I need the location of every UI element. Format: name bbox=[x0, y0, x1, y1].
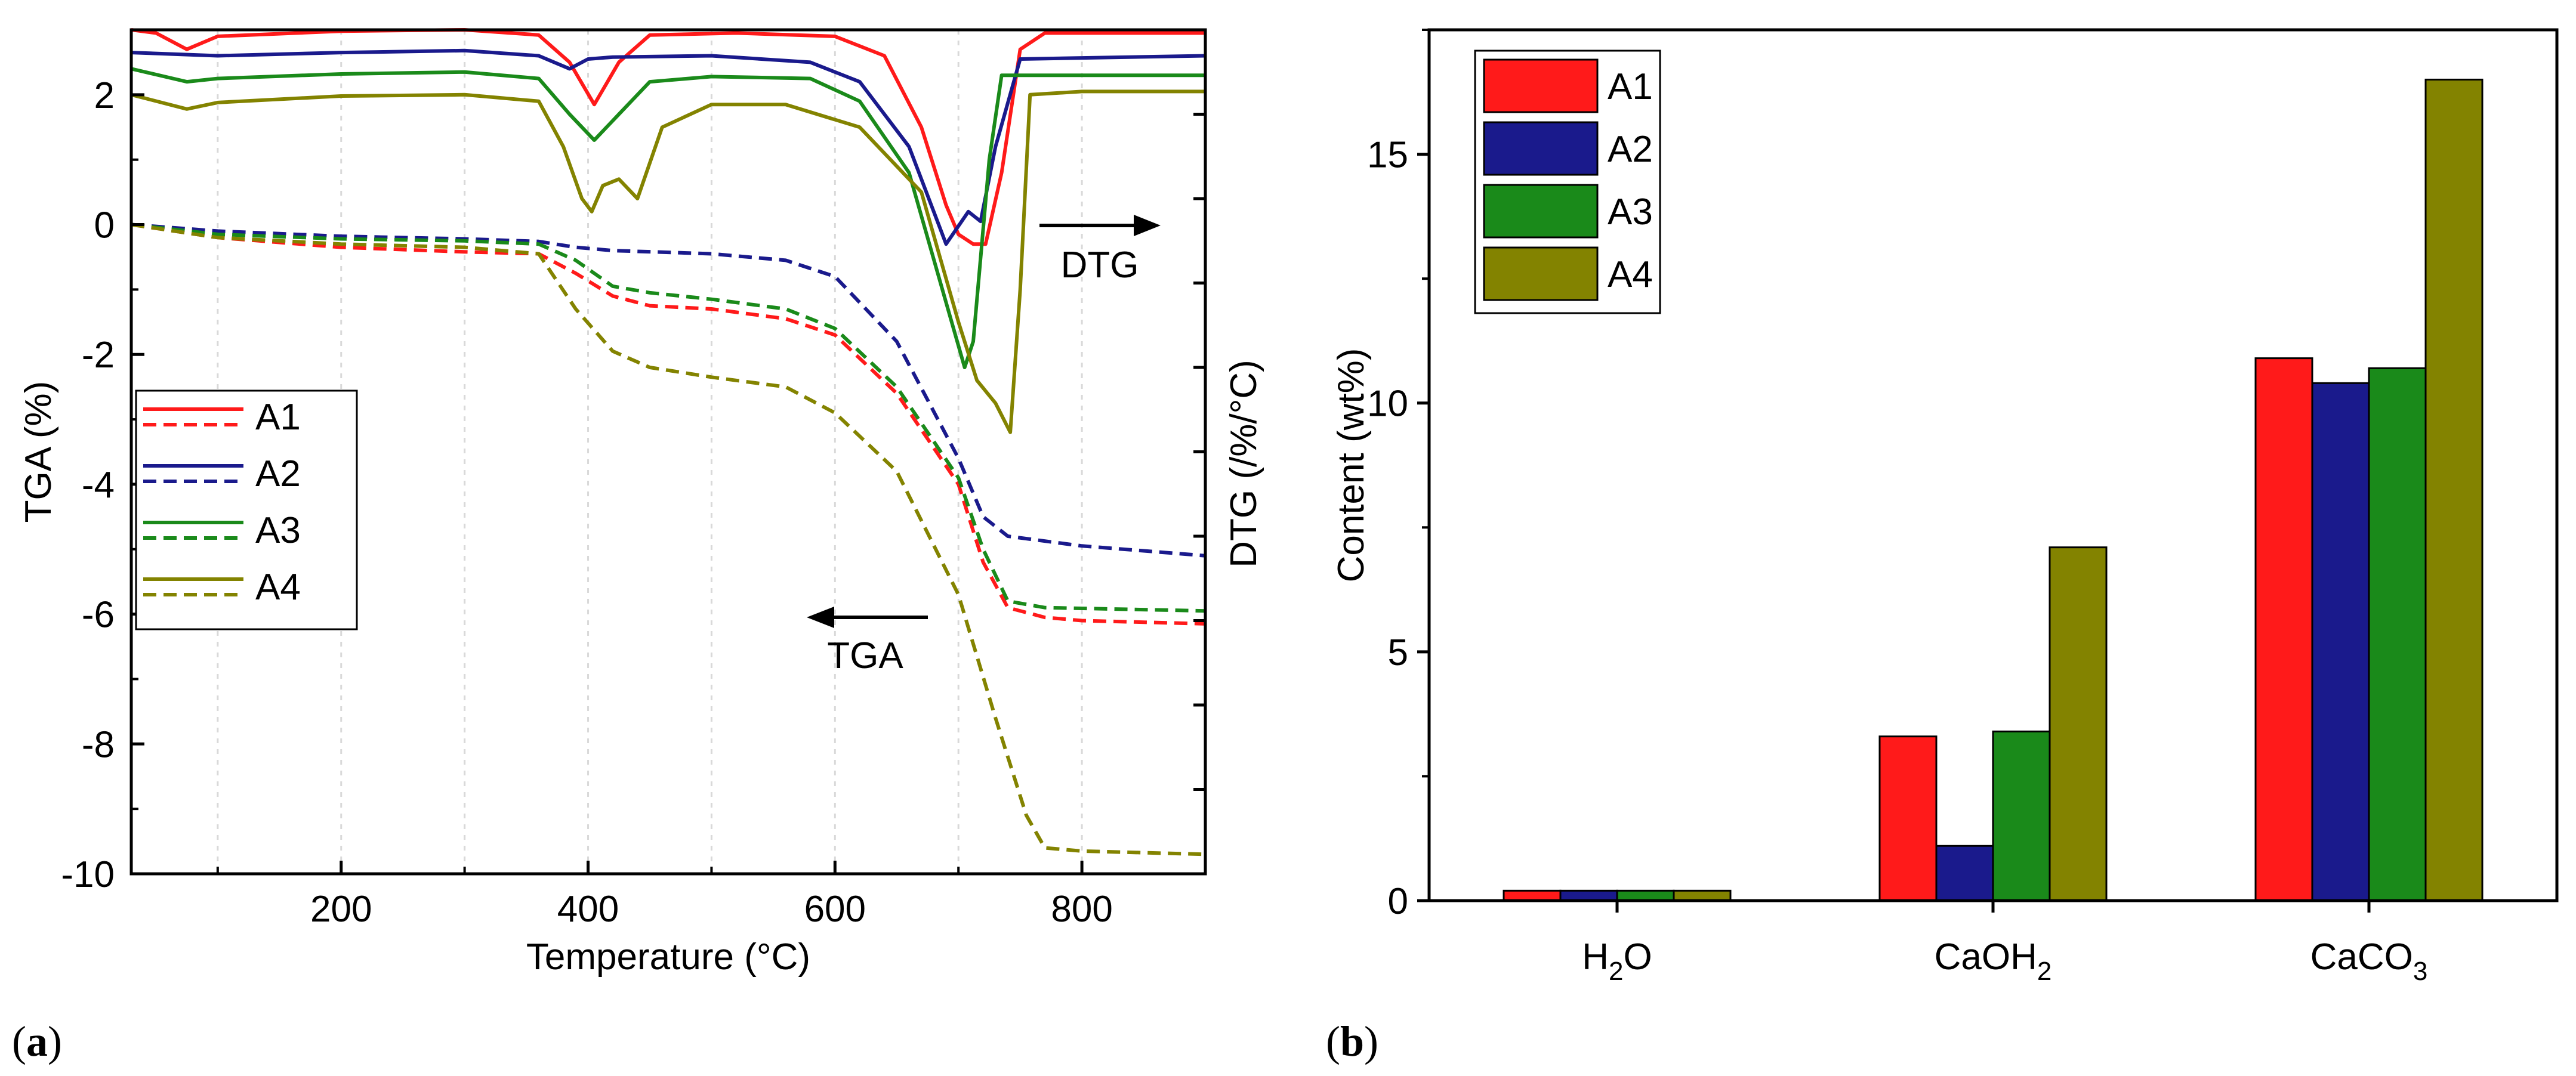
tga-line-a3 bbox=[131, 222, 1206, 613]
b-legend-swatch-a4 bbox=[1483, 246, 1599, 301]
dtg-line-a3 bbox=[131, 67, 1205, 369]
b-y-tick-label: 0 bbox=[1388, 881, 1408, 922]
a-y-tick-label: -8 bbox=[82, 724, 115, 765]
a-x-tick-label: 800 bbox=[1051, 889, 1112, 930]
tga-line-a4 bbox=[131, 222, 1206, 857]
bar-a2-h2o bbox=[1559, 889, 1618, 902]
a-legend-box bbox=[135, 389, 358, 630]
b-legend-swatch-a2 bbox=[1483, 121, 1599, 176]
bar-a3-h2o bbox=[1616, 889, 1675, 902]
b-x-tick-label-h2o: H2O bbox=[1582, 936, 1652, 986]
b-legend-swatch-a1 bbox=[1483, 58, 1599, 113]
panel-a-tga-dtg-chart: 200 400 600 800 2 0 -2 -4 -6 -8 -10 Temperature (°… bbox=[12, 28, 1264, 1065]
dtg-arrowhead bbox=[1134, 215, 1161, 236]
b-legend: A1 A2 A3 A4 bbox=[1474, 50, 1661, 314]
b-legend-swatch-a3 bbox=[1483, 184, 1599, 239]
b-y-tick-label: 5 bbox=[1388, 632, 1408, 673]
panel-a-letter: a bbox=[26, 1018, 48, 1065]
b-legend-label-a4: A4 bbox=[1608, 254, 1653, 295]
dtg-line-a2 bbox=[131, 48, 1206, 246]
b-y-tick-label: 10 bbox=[1367, 384, 1408, 425]
b-bars bbox=[1503, 78, 2484, 902]
bar-a1-caco3 bbox=[2254, 357, 2313, 902]
tga-arrowhead bbox=[807, 607, 834, 628]
tga-line-a1 bbox=[131, 222, 1206, 626]
b-ticks: H2O CaOH2 CaCO3 0 5 10 15 bbox=[1367, 29, 2428, 986]
b-x-tick-label-caco3: CaCO3 bbox=[2310, 936, 2428, 986]
a-y-tick-label: 2 bbox=[94, 75, 115, 116]
panel-b-letter: b bbox=[1340, 1018, 1364, 1065]
bar-a2-caco3 bbox=[2311, 382, 2370, 902]
a-y-tick-label: 0 bbox=[94, 205, 115, 246]
a-x-tick-label: 600 bbox=[804, 889, 866, 930]
a-legend-label-a3: A3 bbox=[255, 510, 301, 551]
a-x-tick-label: 400 bbox=[557, 889, 619, 930]
a-y-tick-label: -2 bbox=[82, 335, 115, 376]
panel-b-content-bar-chart: H2O CaOH2 CaCO3 0 5 10 15 Content (wt%) A1 A2 A3… bbox=[1326, 28, 2559, 1065]
bar-a4-caoh2 bbox=[2049, 546, 2108, 902]
b-x-tick-label-caoh2: CaOH2 bbox=[1935, 936, 2052, 986]
a-ticks: 200 400 600 800 2 0 -2 -4 -6 -8 -10 bbox=[61, 28, 1205, 930]
a-y-tick-label: -4 bbox=[82, 465, 115, 506]
a-x-tick-label: 200 bbox=[310, 889, 372, 930]
dtg-annotation: DTG bbox=[1061, 245, 1139, 286]
b-legend-label-a1: A1 bbox=[1608, 66, 1653, 107]
a-y-axis-label: TGA (%) bbox=[18, 381, 59, 523]
panel-a-caption: (a) bbox=[12, 1018, 62, 1065]
bar-a3-caoh2 bbox=[1992, 730, 2051, 902]
a-legend-label-a2: A2 bbox=[255, 453, 301, 494]
a-y-tick-label: -10 bbox=[61, 854, 115, 895]
a-y-tick-label: -6 bbox=[82, 595, 115, 636]
a-legend-label-a1: A1 bbox=[255, 397, 301, 438]
panel-b-caption: (b) bbox=[1326, 1018, 1378, 1065]
bar-a3-caco3 bbox=[2368, 367, 2427, 902]
tga-line-a2 bbox=[131, 222, 1206, 558]
a-y2-axis-label: DTG (/%/°C) bbox=[1223, 360, 1264, 568]
b-y-axis-label: Content (wt%) bbox=[1331, 348, 1372, 583]
dtg-line-a1 bbox=[131, 28, 1205, 246]
bar-a2-caoh2 bbox=[1935, 845, 1994, 902]
b-y-tick-label: 15 bbox=[1367, 135, 1408, 176]
bar-a1-h2o bbox=[1503, 889, 1562, 902]
a-annotations: DTG TGA bbox=[807, 215, 1161, 676]
tga-annotation: TGA bbox=[827, 635, 903, 676]
b-legend-label-a2: A2 bbox=[1608, 129, 1653, 170]
a-legend-label-a4: A4 bbox=[255, 567, 301, 608]
bar-a4-caco3 bbox=[2424, 78, 2484, 902]
a-legend: A1 A2 A3 A4 bbox=[135, 389, 358, 630]
bar-a4-h2o bbox=[1673, 889, 1732, 902]
bar-a1-caoh2 bbox=[1878, 735, 1938, 902]
dtg-line-a4 bbox=[131, 89, 1205, 434]
b-legend-label-a3: A3 bbox=[1608, 191, 1653, 233]
a-data-lines bbox=[131, 28, 1206, 857]
a-x-axis-label: Temperature (°C) bbox=[526, 936, 810, 978]
